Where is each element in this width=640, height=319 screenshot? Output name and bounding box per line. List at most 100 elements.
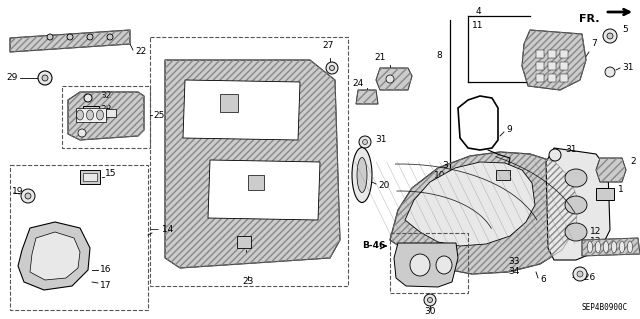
Circle shape	[428, 298, 433, 302]
Circle shape	[573, 267, 587, 281]
Bar	[548, 50, 556, 58]
Polygon shape	[390, 152, 578, 274]
Ellipse shape	[565, 223, 587, 241]
Text: 25: 25	[153, 110, 164, 120]
Bar	[496, 170, 510, 180]
Circle shape	[38, 71, 52, 85]
Circle shape	[603, 29, 617, 43]
Polygon shape	[546, 148, 610, 260]
Polygon shape	[10, 30, 130, 52]
Text: 28: 28	[100, 106, 111, 115]
Ellipse shape	[352, 147, 372, 203]
Bar	[220, 94, 238, 112]
Ellipse shape	[565, 169, 587, 187]
Text: 21: 21	[374, 54, 386, 63]
Text: 4: 4	[475, 8, 481, 17]
Text: 33: 33	[508, 257, 520, 266]
Bar	[548, 74, 556, 82]
Text: 2: 2	[630, 158, 636, 167]
Text: — 14: — 14	[150, 226, 173, 234]
Circle shape	[549, 149, 561, 161]
Text: 16: 16	[100, 265, 111, 275]
Ellipse shape	[97, 110, 104, 120]
Text: 30: 30	[424, 308, 436, 316]
Ellipse shape	[595, 241, 600, 253]
Text: 10: 10	[433, 172, 445, 181]
Polygon shape	[68, 92, 144, 140]
Ellipse shape	[611, 241, 616, 253]
Ellipse shape	[357, 158, 367, 192]
Bar	[560, 62, 568, 70]
Bar	[80, 170, 100, 184]
Bar	[237, 236, 251, 248]
Ellipse shape	[436, 256, 452, 274]
Circle shape	[107, 34, 113, 40]
Bar	[106, 109, 116, 117]
Circle shape	[47, 34, 53, 40]
Ellipse shape	[77, 110, 83, 120]
Text: 23: 23	[243, 278, 253, 286]
Text: 13: 13	[590, 238, 602, 247]
Text: 22: 22	[135, 48, 147, 56]
Text: 31: 31	[622, 63, 634, 72]
Ellipse shape	[588, 241, 593, 253]
Circle shape	[362, 139, 367, 145]
Text: 8: 8	[436, 50, 442, 60]
Polygon shape	[405, 162, 535, 246]
Polygon shape	[18, 222, 90, 290]
Text: 34: 34	[508, 268, 520, 277]
Bar	[548, 62, 556, 70]
Bar	[560, 50, 568, 58]
Circle shape	[424, 294, 436, 306]
Polygon shape	[582, 238, 640, 256]
Text: B-46: B-46	[362, 241, 385, 249]
Text: 6: 6	[540, 276, 546, 285]
Circle shape	[607, 33, 613, 39]
Text: 31: 31	[375, 136, 387, 145]
Bar	[536, 50, 544, 58]
Ellipse shape	[410, 254, 430, 276]
Circle shape	[330, 65, 335, 70]
Text: SEP4B0900C: SEP4B0900C	[582, 303, 628, 312]
Circle shape	[21, 189, 35, 203]
Polygon shape	[356, 90, 378, 104]
Text: 18: 18	[240, 240, 252, 249]
Circle shape	[359, 136, 371, 148]
Text: 27: 27	[323, 41, 333, 50]
Text: 9: 9	[506, 125, 512, 135]
Bar	[83, 173, 97, 181]
Polygon shape	[522, 30, 586, 90]
Circle shape	[87, 34, 93, 40]
Bar	[536, 62, 544, 70]
Text: 24: 24	[353, 79, 364, 88]
Bar	[560, 74, 568, 82]
Text: 15: 15	[105, 169, 116, 179]
Circle shape	[42, 75, 48, 81]
Bar	[536, 74, 544, 82]
Ellipse shape	[627, 241, 632, 253]
Polygon shape	[596, 158, 626, 182]
Polygon shape	[394, 243, 458, 287]
Text: — 26: — 26	[572, 273, 595, 283]
Bar	[76, 108, 106, 122]
Text: 29: 29	[6, 73, 18, 83]
Circle shape	[67, 34, 73, 40]
Circle shape	[25, 193, 31, 199]
Text: 5: 5	[622, 26, 628, 34]
Text: 11: 11	[472, 21, 484, 31]
Circle shape	[78, 129, 86, 137]
Ellipse shape	[86, 110, 93, 120]
Text: 7: 7	[591, 40, 596, 48]
Polygon shape	[165, 60, 340, 268]
Polygon shape	[30, 232, 80, 280]
Text: 32: 32	[100, 92, 111, 100]
Text: 17: 17	[100, 280, 111, 290]
Text: 20: 20	[378, 182, 389, 190]
Polygon shape	[376, 68, 412, 90]
Ellipse shape	[620, 241, 625, 253]
Circle shape	[577, 271, 583, 277]
Circle shape	[386, 75, 394, 83]
Text: 31: 31	[565, 145, 577, 154]
Bar	[248, 175, 264, 190]
Circle shape	[84, 94, 92, 102]
